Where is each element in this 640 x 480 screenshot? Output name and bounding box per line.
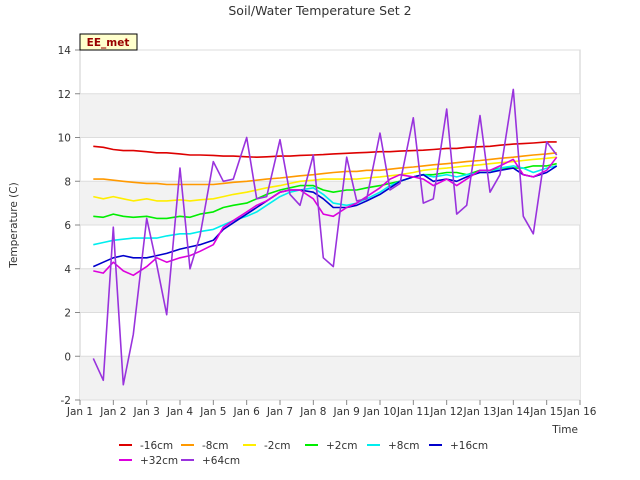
x-tick-label: Jan 5 (199, 406, 226, 418)
x-tick-label: Jan 14 (496, 406, 530, 418)
series-line (92, 88, 558, 386)
legend-label: +16cm (450, 440, 488, 452)
plot-band (80, 93, 580, 138)
x-axis-label: Time (551, 424, 578, 436)
y-tick-label: 12 (58, 89, 71, 101)
x-tick-label: Jan 1 (66, 406, 93, 418)
x-tick-label: Jan 16 (563, 406, 597, 418)
legend-label: -8cm (202, 440, 228, 452)
x-tick-label: Jan 13 (463, 406, 497, 418)
y-tick-label: 2 (64, 308, 71, 320)
x-tick-labels: Jan 1 Jan 2 Jan 3 Jan 4 Jan 5 Jan 6 Jan 7 Jan 8… (66, 400, 597, 418)
legend: -16cm -8cm -2cm +2cm +8cm +16cm +32cm +64cm (119, 440, 488, 467)
series-line (93, 152, 557, 186)
y-tick-label: -2 (61, 395, 71, 407)
x-tick-label: Jan 6 (233, 406, 261, 418)
plot-band (80, 268, 580, 313)
y-tick-label: 0 (64, 351, 71, 363)
badge-label: EE_met (87, 37, 130, 49)
series-line (92, 165, 558, 268)
legend-label: -2cm (264, 440, 290, 452)
legend-label: +64cm (202, 455, 240, 467)
x-tick-label: Jan 10 (363, 406, 397, 418)
data-lines (92, 88, 558, 386)
legend-label: +8cm (388, 440, 419, 452)
grid-lines (80, 49, 580, 401)
x-tick-label: Jan 7 (266, 406, 293, 418)
y-tick-label: 8 (64, 176, 71, 188)
y-tick-label: 10 (58, 133, 71, 145)
plot-band (80, 356, 580, 400)
series-line (93, 141, 557, 158)
x-tick-label: Jan 11 (396, 406, 430, 418)
x-tick-label: Jan 15 (529, 406, 563, 418)
x-tick-label: Jan 2 (99, 406, 126, 418)
x-tick-label: Jan 9 (333, 406, 360, 418)
badge-box (79, 33, 138, 51)
x-tick-label: Jan 4 (166, 406, 194, 418)
badge: EE_met (79, 33, 138, 51)
y-tick-label: 14 (58, 45, 72, 57)
x-tick-label: Jan 3 (133, 406, 160, 418)
series-line (93, 156, 557, 202)
y-axis-label: Temperature (C) (8, 182, 20, 268)
series-line (93, 156, 558, 277)
y-tick-label: 6 (64, 220, 71, 232)
legend-label: +32cm (140, 455, 178, 467)
legend-label: +2cm (326, 440, 357, 452)
y-tick-label: 4 (64, 264, 71, 276)
x-tick-label: Jan 8 (299, 406, 326, 418)
legend-label: -16cm (140, 440, 173, 452)
y-tick-labels: -2 0 2 4 6 8 10 12 14 (58, 45, 80, 407)
x-tick-label: Jan 12 (429, 406, 463, 418)
chart-title: Soil/Water Temperature Set 2 (228, 3, 411, 18)
